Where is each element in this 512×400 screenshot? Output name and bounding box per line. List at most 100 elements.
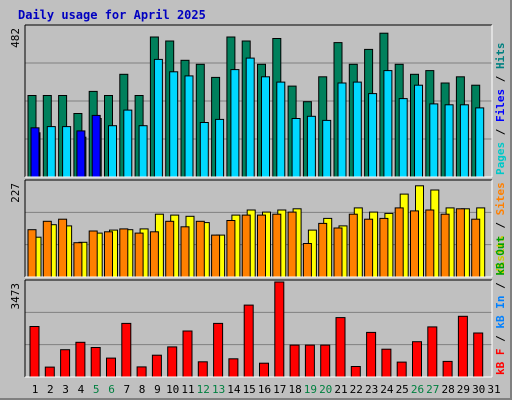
bar-bandwidth-kb-f-day-5 <box>90 347 101 378</box>
legend-part-2: Sites <box>494 182 507 215</box>
panel-visits-ymax-label: 227 <box>9 183 22 203</box>
chart-title: Daily usage for April 2025 <box>18 8 206 22</box>
bar-traffic-files-day-13 <box>215 118 225 178</box>
bar-traffic-files-day-14 <box>230 69 240 178</box>
bar-visits-sites-day-20 <box>318 222 328 278</box>
bar-visits-sites-day-16 <box>257 214 266 278</box>
legend-part-1: / <box>494 329 507 349</box>
x-tick-day-7: 7 <box>123 383 130 396</box>
bar-bandwidth-kb-f-day-3 <box>60 349 71 378</box>
bar-visits-sites-day-26 <box>410 210 419 278</box>
x-tick-day-17: 17 <box>273 383 286 396</box>
bar-traffic-pages-day-1 <box>30 127 40 178</box>
bar-traffic-files-day-28 <box>444 104 454 178</box>
legend-part-1: / <box>494 122 507 142</box>
bar-traffic-files-day-9 <box>153 58 163 178</box>
x-tick-day-18: 18 <box>288 383 301 396</box>
x-tick-day-24: 24 <box>380 383 394 396</box>
bar-traffic-files-day-22 <box>352 81 362 178</box>
bar-visits-sites-day-27 <box>425 209 435 278</box>
bar-visits-sites-day-24 <box>379 217 389 278</box>
bar-visits-sites-day-17 <box>272 213 282 278</box>
legend-part-4: kB Out <box>494 236 507 276</box>
x-tick-day-15: 15 <box>243 383 256 396</box>
x-tick-day-4: 4 <box>78 383 85 396</box>
bar-bandwidth-kb-f-day-12 <box>197 361 208 378</box>
legend-part-2: kB In <box>494 296 507 329</box>
bar-visits-sites-day-9 <box>149 231 159 278</box>
bar-bandwidth-kb-f-day-19 <box>304 344 315 378</box>
panel-traffic-ymax-label: 482 <box>9 28 22 48</box>
bar-visits-sites-day-11 <box>180 226 190 278</box>
bar-bandwidth-kb-f-day-26 <box>412 341 422 378</box>
bar-traffic-files-day-10 <box>169 71 179 178</box>
bar-visits-sites-day-8 <box>134 232 144 278</box>
bar-bandwidth-kb-f-day-30 <box>473 332 484 378</box>
x-tick-day-13: 13 <box>212 383 225 396</box>
bar-bandwidth-kb-f-day-13 <box>213 322 224 378</box>
legend-part-1: / <box>494 215 507 235</box>
bar-visits-sites-day-6 <box>104 231 113 278</box>
bar-bandwidth-kb-f-day-10 <box>167 346 178 378</box>
x-tick-day-1: 1 <box>32 383 39 396</box>
bar-visits-sites-day-4 <box>73 242 83 278</box>
legend-part-3: / <box>494 276 507 296</box>
bar-visits-sites-day-7 <box>119 228 129 278</box>
bar-traffic-files-day-15 <box>245 57 255 178</box>
x-tick-day-8: 8 <box>139 383 146 396</box>
bar-bandwidth-kb-f-day-16 <box>259 362 269 378</box>
bar-visits-sites-day-28 <box>440 213 450 278</box>
bar-traffic-files-day-6 <box>108 125 117 178</box>
bar-traffic-files-day-7 <box>123 109 133 178</box>
bar-bandwidth-kb-f-day-24 <box>381 348 392 378</box>
bar-visits-sites-day-19 <box>302 243 312 278</box>
bar-visits-sites-day-13 <box>211 234 221 278</box>
bar-traffic-files-day-3 <box>62 126 72 178</box>
x-tick-day-25: 25 <box>396 383 409 396</box>
x-tick-day-23: 23 <box>365 383 378 396</box>
bar-bandwidth-kb-f-day-4 <box>75 341 86 378</box>
bar-bandwidth-kb-f-day-27 <box>427 326 438 378</box>
bar-visits-sites-day-12 <box>195 220 205 278</box>
bar-traffic-files-day-24 <box>383 70 393 178</box>
x-tick-day-30: 30 <box>472 383 485 396</box>
bar-visits-sites-day-21 <box>333 227 343 278</box>
bar-bandwidth-kb-f-day-2 <box>44 366 55 378</box>
bar-traffic-files-day-26 <box>414 84 423 178</box>
x-tick-day-16: 16 <box>258 383 271 396</box>
x-tick-day-27: 27 <box>426 383 439 396</box>
bar-visits-sites-day-29 <box>455 208 465 278</box>
bar-traffic-files-day-30 <box>475 107 485 178</box>
legend-part-3: / <box>494 69 507 89</box>
bar-bandwidth-kb-f-day-20 <box>320 344 331 378</box>
panel-bandwidth-legend: kB F / kB In / kB Out <box>494 236 507 375</box>
bar-bandwidth-kb-f-day-22 <box>350 366 361 378</box>
bar-visits-sites-day-23 <box>364 218 374 278</box>
bar-visits-sites-day-10 <box>165 220 175 278</box>
x-tick-day-29: 29 <box>457 383 470 396</box>
bar-visits-sites-day-5 <box>88 230 98 278</box>
bar-traffic-files-day-12 <box>199 122 209 178</box>
bar-visits-sites-day-3 <box>58 218 68 278</box>
x-tick-day-11: 11 <box>181 383 194 396</box>
x-tick-day-28: 28 <box>441 383 454 396</box>
x-tick-day-26: 26 <box>411 383 424 396</box>
bar-traffic-files-day-29 <box>459 104 469 178</box>
panel-traffic-legend: Pages / Files / Hits <box>494 43 507 176</box>
panel-visits-legend: Visits / Sites <box>494 182 507 275</box>
x-tick-day-22: 22 <box>350 383 363 396</box>
x-tick-day-10: 10 <box>166 383 179 396</box>
bar-bandwidth-kb-f-day-1 <box>29 326 40 378</box>
legend-part-0: kB F <box>494 349 507 376</box>
bar-visits-sites-day-14 <box>226 220 236 278</box>
bar-visits-sites-day-2 <box>42 220 52 278</box>
x-tick-day-19: 19 <box>304 383 317 396</box>
bar-bandwidth-kb-f-day-7 <box>121 322 132 378</box>
x-tick-day-21: 21 <box>334 383 347 396</box>
bar-visits-sites-day-15 <box>241 214 251 278</box>
bar-bandwidth-kb-f-day-29 <box>457 315 468 378</box>
bar-traffic-files-day-20 <box>322 119 332 178</box>
bar-traffic-files-day-8 <box>138 125 148 178</box>
